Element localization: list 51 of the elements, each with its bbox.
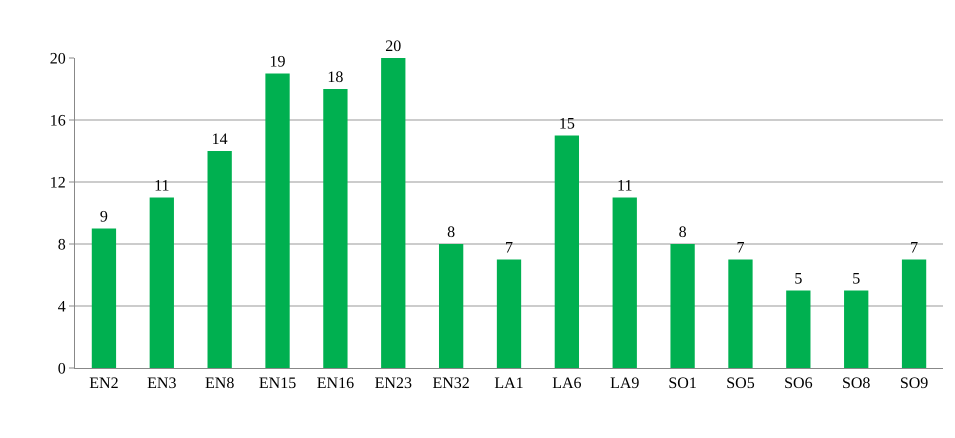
bar xyxy=(844,290,868,368)
data-label: 14 xyxy=(212,131,228,148)
bar xyxy=(381,58,406,368)
x-tick-label: EN32 xyxy=(432,375,470,392)
bar xyxy=(438,244,464,368)
bar xyxy=(612,198,637,368)
y-tick-label: 4 xyxy=(58,298,66,316)
data-label: 7 xyxy=(910,240,918,256)
x-tick-label: LA1 xyxy=(494,375,524,392)
bar xyxy=(496,260,522,368)
data-label: 11 xyxy=(154,178,170,194)
bar xyxy=(670,244,695,368)
x-tick-label: EN16 xyxy=(316,375,354,392)
data-label: 19 xyxy=(270,54,286,70)
y-tick-label: 16 xyxy=(50,112,66,130)
y-tick-label: 12 xyxy=(50,174,66,192)
bar xyxy=(150,198,174,368)
data-label: 18 xyxy=(327,69,344,86)
data-label: 7 xyxy=(736,240,744,256)
bar xyxy=(208,151,232,368)
x-tick-label: SO5 xyxy=(726,375,755,392)
data-label: 20 xyxy=(385,38,402,55)
x-tick-label: SO8 xyxy=(842,375,870,392)
data-label: 5 xyxy=(852,270,860,288)
bar xyxy=(265,74,290,368)
bar xyxy=(323,89,348,368)
bar xyxy=(554,136,580,368)
bar xyxy=(728,260,753,368)
bar xyxy=(902,260,926,368)
x-tick-label: EN23 xyxy=(374,375,412,392)
x-tick-label: LA6 xyxy=(552,375,582,392)
y-tick-label: 8 xyxy=(58,236,66,254)
x-tick-label: SO1 xyxy=(668,375,697,392)
y-tick-label: 20 xyxy=(50,50,66,68)
data-label: 7 xyxy=(505,240,513,256)
y-tick-label: 0 xyxy=(58,360,66,378)
data-label: 5 xyxy=(794,270,802,288)
x-tick-label: SO9 xyxy=(900,375,928,392)
data-label: 15 xyxy=(558,116,575,132)
x-tick-label: EN8 xyxy=(205,375,234,392)
bar xyxy=(92,228,116,368)
x-tick-label: EN15 xyxy=(258,375,296,392)
data-label: 9 xyxy=(100,208,108,226)
data-label: 11 xyxy=(617,178,632,194)
data-label: 8 xyxy=(447,224,456,241)
x-tick-label: SO6 xyxy=(784,375,813,392)
x-tick-label: LA9 xyxy=(610,375,640,392)
x-tick-label: EN2 xyxy=(89,375,119,392)
bar xyxy=(786,290,810,368)
x-tick-label: EN3 xyxy=(147,375,176,392)
data-label: 8 xyxy=(678,224,687,241)
